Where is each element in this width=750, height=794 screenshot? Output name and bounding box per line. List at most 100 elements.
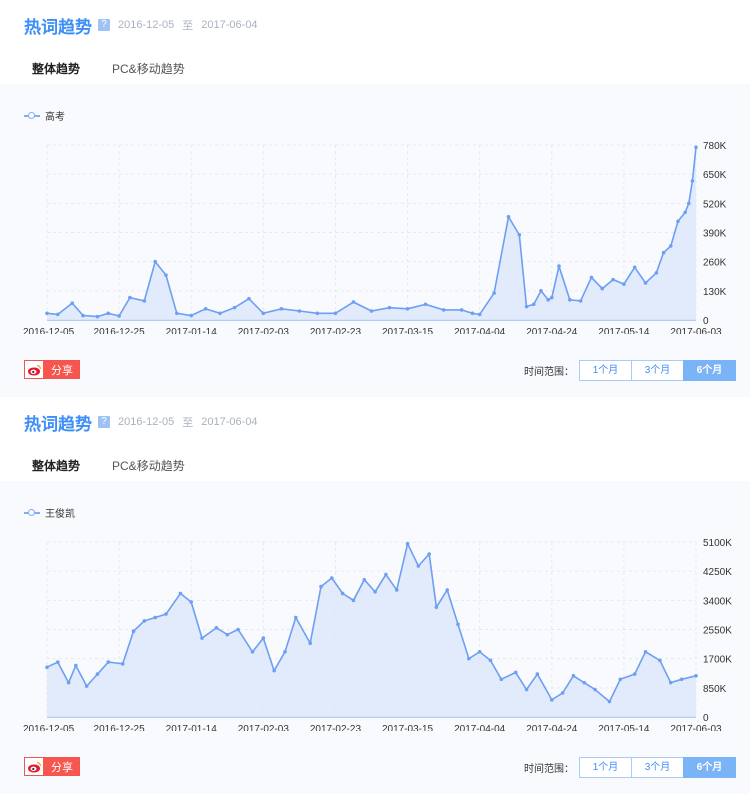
help-icon[interactable]: ? bbox=[98, 416, 110, 428]
data-point bbox=[261, 311, 266, 316]
data-point bbox=[131, 629, 136, 634]
data-point bbox=[531, 302, 536, 307]
x-tick-label: 2017-02-03 bbox=[238, 327, 290, 334]
date-separator: 至 bbox=[182, 417, 194, 429]
data-point bbox=[477, 650, 482, 654]
x-tick-label: 2016-12-05 bbox=[23, 724, 75, 731]
data-point bbox=[279, 306, 284, 311]
data-point bbox=[70, 301, 75, 305]
chart-legend[interactable]: 高考 bbox=[24, 108, 65, 123]
data-point bbox=[456, 622, 460, 627]
data-point bbox=[178, 591, 183, 596]
y-tick-label: 650K bbox=[703, 170, 727, 181]
data-point bbox=[189, 600, 194, 604]
tab-pc-mobile[interactable]: PC&移动趋势 bbox=[112, 62, 185, 76]
range-1-month-button[interactable]: 1个月 bbox=[579, 360, 632, 381]
range-1-month-button[interactable]: 1个月 bbox=[579, 757, 632, 778]
time-range-label: 时间范围： bbox=[524, 367, 574, 378]
y-tick-label: 390K bbox=[703, 229, 727, 240]
data-point bbox=[200, 636, 204, 640]
data-point bbox=[477, 312, 482, 317]
data-point bbox=[95, 672, 100, 676]
data-point bbox=[524, 304, 529, 309]
data-point bbox=[423, 302, 428, 307]
data-point bbox=[694, 674, 698, 678]
data-point bbox=[492, 291, 496, 295]
y-tick-label: 0 bbox=[703, 713, 709, 724]
data-point bbox=[535, 672, 540, 676]
data-point bbox=[373, 589, 377, 594]
share-button[interactable]: 分享 bbox=[24, 360, 80, 379]
trend-panel: 热词趋势 ? 2016-12-05 至 2017-06-04 整体趋势 PC&移… bbox=[23, 14, 736, 381]
data-point bbox=[369, 309, 374, 313]
y-tick-label: 520K bbox=[703, 199, 727, 210]
data-point bbox=[405, 306, 410, 311]
data-point bbox=[488, 658, 493, 663]
tab-overall[interactable]: 整体趋势 bbox=[24, 451, 89, 484]
data-point bbox=[668, 680, 673, 685]
tab-overall[interactable]: 整体趋势 bbox=[24, 54, 89, 87]
data-point bbox=[120, 662, 125, 666]
y-tick-label: 0 bbox=[703, 316, 709, 327]
date-start: 2016-12-05 bbox=[118, 416, 175, 428]
data-point bbox=[683, 210, 687, 215]
data-point bbox=[459, 308, 464, 312]
data-point bbox=[153, 259, 157, 264]
data-point bbox=[676, 219, 680, 224]
data-point bbox=[142, 299, 147, 303]
data-point bbox=[293, 615, 298, 620]
data-point bbox=[679, 677, 684, 682]
x-tick-label: 2017-06-03 bbox=[670, 327, 722, 334]
data-point bbox=[513, 670, 518, 675]
data-point bbox=[524, 687, 529, 692]
panel-header: 热词趋势 ? 2016-12-05 至 2017-06-04 bbox=[24, 14, 258, 37]
trend-chart: 0 850K 1700K 2550K 3400K 4250K 5100K 2016-12-05… bbox=[23, 538, 732, 731]
data-point bbox=[164, 612, 168, 616]
data-point bbox=[56, 312, 60, 317]
x-tick-label: 2017-04-24 bbox=[526, 327, 578, 334]
data-point bbox=[427, 552, 431, 556]
data-point bbox=[272, 668, 276, 673]
data-point bbox=[589, 275, 594, 280]
share-button[interactable]: 分享 bbox=[24, 757, 80, 776]
data-point bbox=[622, 282, 626, 286]
y-tick-label: 130K bbox=[703, 287, 727, 298]
data-point bbox=[517, 232, 522, 237]
data-point bbox=[557, 264, 561, 268]
x-tick-label: 2017-04-04 bbox=[454, 724, 506, 731]
x-tick-label: 2017-01-14 bbox=[166, 724, 218, 731]
range-3-month-button[interactable]: 3个月 bbox=[631, 757, 684, 778]
trend-tabs: 整体趋势 PC&移动趋势 bbox=[24, 54, 193, 87]
y-tick-label: 260K bbox=[703, 258, 727, 269]
data-point bbox=[297, 309, 302, 313]
range-6-month-button[interactable]: 6个月 bbox=[683, 757, 736, 778]
data-point bbox=[203, 306, 208, 311]
date-separator: 至 bbox=[182, 20, 194, 32]
data-point bbox=[56, 660, 60, 664]
data-point bbox=[405, 541, 410, 546]
range-6-month-button[interactable]: 6个月 bbox=[683, 360, 736, 381]
data-point bbox=[607, 699, 612, 704]
time-range: 时间范围： 1个月 3个月 6个月 bbox=[524, 757, 736, 778]
trend-chart: 0 130K 260K 390K 520K 650K 780K 2016-12-05 2016-… bbox=[23, 141, 727, 334]
legend-label: 王俊凯 bbox=[45, 509, 75, 520]
data-point bbox=[315, 311, 320, 316]
data-point bbox=[362, 577, 367, 582]
data-point bbox=[643, 650, 648, 654]
y-tick-label: 850K bbox=[703, 684, 727, 695]
x-tick-label: 2017-02-23 bbox=[310, 327, 362, 334]
data-point bbox=[351, 300, 356, 304]
x-tick-label: 2017-03-15 bbox=[382, 724, 434, 731]
help-icon[interactable]: ? bbox=[98, 19, 110, 31]
tab-pc-mobile[interactable]: PC&移动趋势 bbox=[112, 459, 185, 473]
chart-legend[interactable]: 王俊凯 bbox=[24, 505, 75, 520]
data-point bbox=[539, 289, 543, 293]
data-point bbox=[45, 665, 49, 670]
data-point bbox=[668, 244, 673, 248]
range-3-month-button[interactable]: 3个月 bbox=[631, 360, 684, 381]
x-tick-label: 2017-03-15 bbox=[382, 327, 434, 334]
data-point bbox=[467, 656, 471, 661]
data-point bbox=[308, 641, 313, 646]
y-tick-label: 4250K bbox=[703, 567, 732, 578]
data-point bbox=[470, 311, 475, 316]
